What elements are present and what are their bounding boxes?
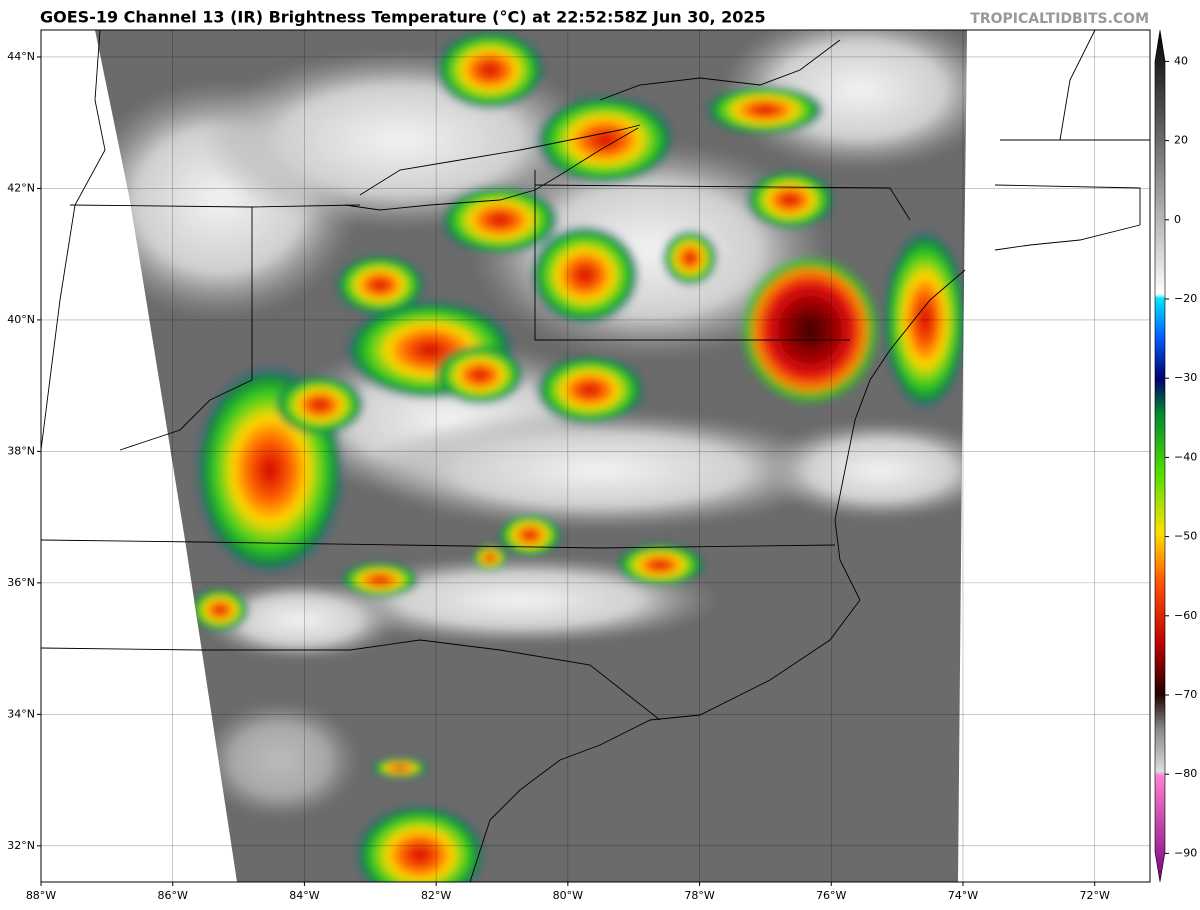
state-border — [994, 184, 1141, 225]
colorbar: 40 20 0 −20 −30 −40 −50 −60 −70 −80 −90 — [1154, 29, 1197, 883]
storm-cell — [372, 758, 428, 778]
y-tick-label: 42°N — [7, 181, 35, 194]
storm-cell — [740, 255, 880, 405]
state-border — [69, 204, 361, 208]
x-tick-label: 82°W — [421, 889, 451, 902]
x-tick-label: 80°W — [553, 889, 583, 902]
state-border — [534, 184, 911, 221]
x-tick-label: 86°W — [158, 889, 188, 902]
cloud — [360, 410, 840, 530]
x-tick-label: 88°W — [26, 889, 56, 902]
x-tick-label: 78°W — [684, 889, 714, 902]
state-border — [40, 539, 836, 549]
cloud — [200, 700, 360, 820]
cloud — [200, 580, 400, 660]
map-title: GOES-19 Channel 13 (IR) Brightness Tempe… — [40, 8, 766, 27]
y-tick-label: 32°N — [7, 839, 35, 852]
cloud-layer — [95, 30, 967, 882]
storm-cell — [435, 345, 525, 405]
x-tick-label: 74°W — [948, 889, 978, 902]
storm-cell — [615, 543, 705, 587]
y-tick-label: 34°N — [7, 707, 35, 720]
y-tick-label: 36°N — [7, 576, 35, 589]
coastline — [469, 269, 966, 883]
x-tick-label: 84°W — [289, 889, 319, 902]
y-tick-label: 44°N — [7, 50, 35, 63]
lake-erie-shore — [359, 124, 641, 196]
storm-cell — [275, 375, 365, 435]
cloud — [760, 420, 967, 520]
storm-cell — [662, 230, 718, 286]
x-tick-label: 72°W — [1079, 889, 1109, 902]
storm-cell — [745, 170, 835, 230]
map-frame — [40, 29, 1151, 883]
satellite-imagery — [95, 30, 967, 882]
storm-cell — [535, 95, 675, 185]
storm-cell — [498, 513, 562, 557]
storm-cell — [355, 805, 485, 882]
colorbar-tick-label: −90 — [1174, 846, 1197, 859]
state-border — [534, 170, 850, 341]
state-border — [40, 639, 661, 721]
colorbar-tick-label: −30 — [1174, 371, 1197, 384]
storm-cell — [190, 588, 250, 632]
cloud — [320, 555, 720, 645]
boundaries — [40, 29, 1150, 883]
long-island-shore — [994, 224, 1141, 251]
state-border — [1059, 29, 1096, 141]
storm-cell — [335, 255, 425, 315]
y-tick-label: 38°N — [7, 444, 35, 457]
storm-cell — [535, 355, 645, 425]
colorbar-tick-label: 0 — [1174, 213, 1181, 226]
storm-cell — [883, 230, 967, 410]
colorbar-tick-label: 20 — [1174, 134, 1188, 147]
lake-erie-shore — [344, 127, 639, 211]
storm-cell — [530, 225, 640, 325]
colorbar-tick-label: −70 — [1174, 688, 1197, 701]
colorbar-tick-label: −20 — [1174, 292, 1197, 305]
colorbar-tick-label: −60 — [1174, 609, 1197, 622]
colorbar-tick-label: −40 — [1174, 450, 1197, 463]
colorbar-tick-label: −50 — [1174, 530, 1197, 543]
storm-cell — [472, 544, 508, 572]
storm-cell — [435, 30, 545, 110]
colorbar-bar — [1154, 29, 1166, 883]
lake-michigan-shore — [40, 29, 106, 451]
watermark: TROPICALTIDBITS.COM — [970, 11, 1149, 27]
y-tick-label: 40°N — [7, 313, 35, 326]
storm-cell — [340, 562, 420, 598]
state-border — [119, 207, 253, 451]
colorbar-tick-label: 40 — [1174, 54, 1188, 67]
lake-ontario-shore — [599, 39, 841, 101]
storm-cell — [705, 85, 825, 135]
colorbar-tick-label: −80 — [1174, 767, 1197, 780]
x-tick-label: 76°W — [816, 889, 846, 902]
